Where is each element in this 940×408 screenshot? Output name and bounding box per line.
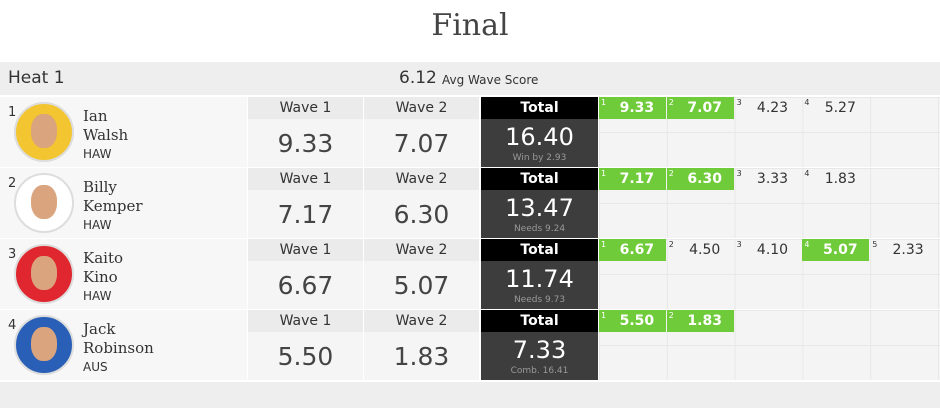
rank: 2 (8, 176, 17, 191)
rank: 3 (8, 247, 17, 262)
country: HAW (83, 289, 112, 303)
wave-number: 2 (668, 240, 674, 249)
wave-cell (599, 97, 666, 119)
wave-number: 1 (601, 311, 607, 320)
wave-number: 3 (736, 240, 742, 249)
country: HAW (83, 147, 112, 161)
wave-label: Wave 1 (248, 97, 363, 119)
total-label: Total (481, 97, 598, 119)
first-name: Jack (83, 320, 116, 338)
wave-label: Wave 1 (248, 239, 363, 261)
avg-label: Avg Wave Score (442, 73, 539, 87)
wave-score: 5.50 (248, 332, 363, 380)
total-box (481, 190, 598, 238)
footer-bar (0, 382, 940, 408)
wave-score-small: 4.23 (756, 100, 789, 116)
wave-number: 5 (872, 240, 878, 249)
wave-score-small: 2.33 (892, 242, 924, 258)
wave-label: Wave 2 (364, 168, 479, 190)
rank: 1 (8, 105, 17, 120)
total-label: Total (481, 168, 598, 190)
first-name: Ian (83, 107, 108, 125)
wave-number: 1 (601, 98, 607, 107)
wave-score: 5.07 (364, 261, 479, 309)
wave-cell (666, 310, 734, 332)
avatar-face (31, 185, 57, 219)
wave-score-small: 7.17 (619, 171, 655, 187)
rank: 4 (8, 318, 17, 333)
total-note: Needs 9.24 (513, 224, 566, 234)
avatar-face (31, 256, 57, 290)
total-box (481, 261, 598, 309)
wave-score: 7.07 (364, 119, 479, 167)
wave-cell (599, 168, 666, 190)
wave-number: 2 (668, 98, 674, 107)
wave-score-small: 6.30 (687, 171, 722, 187)
total-score: 16.40 (505, 123, 574, 151)
wave-cell (802, 239, 870, 261)
wave-label: Wave 2 (364, 97, 479, 119)
wave-label: Wave 2 (364, 310, 479, 332)
wave-cell (666, 168, 734, 190)
wave-score-small: 5.27 (824, 100, 856, 116)
last-name: Kemper (83, 197, 143, 215)
total-label: Total (481, 239, 598, 261)
wave-number: 4 (804, 169, 810, 178)
wave-number: 4 (804, 98, 810, 107)
wave-number: 3 (736, 98, 742, 107)
wave-score: 7.17 (248, 190, 363, 238)
wave-number: 4 (804, 240, 810, 249)
wave-cell (666, 97, 734, 119)
total-score: 13.47 (505, 194, 574, 222)
wave-label: Wave 1 (248, 168, 363, 190)
wave-score: 9.33 (248, 119, 363, 167)
wave-number: 2 (668, 169, 674, 178)
wave-score: 6.30 (364, 190, 479, 238)
total-note: Comb. 16.41 (510, 366, 569, 376)
wave-number: 1 (601, 169, 607, 178)
total-box (481, 332, 598, 380)
wave-number: 1 (601, 240, 607, 249)
total-note: Win by 2.93 (512, 153, 567, 163)
wave-number: 2 (668, 311, 674, 320)
wave-cell (599, 239, 666, 261)
last-name: Kino (83, 268, 118, 286)
wave-score-small: 9.33 (619, 100, 655, 116)
wave-score-small: 7.07 (687, 100, 722, 116)
wave-label: Wave 1 (248, 310, 363, 332)
wave-score: 6.67 (248, 261, 363, 309)
wave-score-small: 4.50 (689, 242, 721, 258)
wave-score-small: 3.33 (756, 171, 789, 187)
first-name: Kaito (83, 249, 124, 267)
last-name: Walsh (83, 126, 129, 144)
wave-score-small: 5.07 (823, 242, 858, 258)
country: AUS (83, 360, 108, 374)
wave-score-small: 1.83 (687, 313, 722, 329)
wave-cell (599, 310, 666, 332)
wave-number: 3 (736, 169, 742, 178)
avatar-face (31, 114, 57, 148)
avatar (14, 102, 74, 162)
avg-score: 6.12 (399, 68, 437, 88)
avatar-face (31, 327, 57, 361)
total-note: Needs 9.73 (513, 295, 566, 305)
wave-score-small: 1.83 (824, 171, 856, 187)
waves-grid (599, 239, 940, 309)
wave-score: 1.83 (364, 332, 479, 380)
heat-name: Heat 1 (8, 68, 65, 88)
title: Final (431, 8, 509, 43)
wave-score-small: 5.50 (619, 313, 655, 329)
wave-score-small: 4.10 (756, 242, 789, 258)
total-score: 11.74 (505, 265, 574, 293)
total-box (481, 119, 598, 167)
wave-label: Wave 2 (364, 239, 479, 261)
country: HAW (83, 218, 112, 232)
heat-header (0, 62, 940, 95)
total-label: Total (481, 310, 598, 332)
first-name: Billy (83, 178, 117, 196)
last-name: Robinson (83, 339, 154, 357)
wave-score-small: 6.67 (619, 242, 655, 258)
total-score: 7.33 (512, 336, 567, 364)
